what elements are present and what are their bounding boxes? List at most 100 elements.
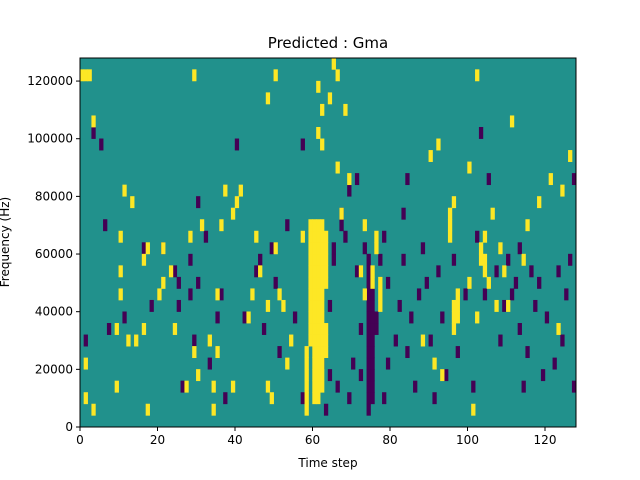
heatmap-cell-high	[451, 323, 457, 335]
heatmap-cell-low	[269, 242, 274, 255]
heatmap-cell-high	[83, 392, 88, 405]
heatmap-cell-low	[374, 323, 379, 335]
heatmap-cell-high	[312, 323, 317, 335]
x-axis-ticks: 0 20 40 60 80 100 120	[76, 427, 556, 447]
heatmap-cell-low	[366, 288, 371, 301]
heatmap-cell-high	[304, 403, 309, 416]
heatmap-cell-low	[401, 207, 406, 220]
heatmap-cell-low	[517, 242, 522, 255]
heatmap-cell-high	[478, 253, 484, 266]
heatmap-cell-high	[323, 334, 329, 347]
heatmap-cell-high	[378, 276, 383, 289]
heatmap-cell-high	[316, 380, 321, 393]
heatmap-cell-low	[327, 369, 333, 382]
heatmap-cell-high	[447, 230, 453, 243]
heatmap-cell-low	[300, 392, 305, 405]
heatmap-cell-low	[374, 311, 379, 324]
heatmap-cell-high	[316, 253, 321, 266]
heatmap-cell-high	[494, 299, 499, 312]
heatmap-cell-high	[312, 288, 317, 301]
heatmap-cell-high	[320, 380, 325, 393]
heatmap-cell-high	[323, 242, 329, 255]
heatmap-cell-high	[320, 242, 325, 255]
heatmap-cell-high	[316, 334, 321, 347]
heatmap-cell-high	[312, 253, 317, 266]
heatmap-cell-high	[331, 57, 336, 70]
heatmap-cell-high	[118, 230, 123, 243]
heatmap-cell-low	[188, 253, 193, 266]
heatmap-cell-low	[370, 323, 375, 335]
heatmap-cell-low	[203, 230, 209, 243]
heatmap-cell-high	[451, 196, 457, 209]
heatmap-cell-high	[316, 276, 321, 289]
heatmap-cell-high	[308, 265, 313, 278]
heatmap-cell-low	[366, 369, 371, 382]
heatmap-cell-low	[366, 403, 371, 416]
heatmap-cell-high	[312, 242, 317, 255]
heatmap-cell-high	[490, 207, 495, 220]
heatmap-cell-high	[258, 265, 263, 278]
heatmap-cell-high	[230, 380, 236, 393]
heatmap-cell-low	[533, 299, 538, 312]
heatmap-cell-high	[312, 265, 317, 278]
heatmap-cell-high	[250, 288, 255, 301]
heatmap-cell-low	[354, 265, 360, 278]
heatmap-cell-low	[343, 230, 348, 243]
y-tick-label: 120000	[27, 74, 73, 88]
x-tick-label: 20	[150, 433, 165, 447]
heatmap-cell-high	[320, 219, 325, 232]
heatmap-cell-high	[196, 369, 201, 382]
heatmap-cell-low	[331, 253, 336, 266]
heatmap-cell-low	[444, 369, 449, 382]
heatmap-cell-low	[366, 323, 371, 335]
heatmap-cell-high	[323, 265, 329, 278]
heatmap-cell-low	[420, 242, 426, 255]
heatmap-cell-high	[316, 392, 321, 405]
heatmap-cell-high	[118, 265, 123, 278]
heatmap-cell-high	[126, 334, 131, 347]
heatmap-cell-low	[300, 138, 305, 151]
x-axis-label: Time step	[297, 456, 357, 470]
heatmap-cell-high	[141, 323, 147, 335]
heatmap-cell-high	[265, 380, 271, 393]
heatmap-cell-low	[366, 357, 371, 370]
heatmap-cell-high	[277, 288, 282, 301]
heatmap-cell-low	[560, 334, 565, 347]
heatmap-cell-low	[564, 288, 569, 301]
heatmap-cell-high	[134, 334, 139, 347]
heatmap-cell-low	[370, 357, 375, 370]
heatmap-cell-high	[440, 369, 445, 382]
heatmap-cell-high	[455, 288, 460, 301]
heatmap-cell-low	[486, 173, 491, 186]
heatmap-cell-low	[370, 346, 375, 359]
x-tick-label: 100	[456, 433, 479, 447]
heatmap-cell-high	[273, 242, 278, 255]
heatmap-cell-high	[316, 299, 321, 312]
heatmap-cell-high	[482, 230, 488, 243]
heatmap-cell-high	[447, 219, 453, 232]
heatmap-cell-high	[308, 288, 313, 301]
heatmap-cell-low	[498, 334, 503, 347]
heatmap-cell-high	[316, 346, 321, 359]
heatmap-cell-low	[370, 380, 375, 393]
heatmap-cell-low	[370, 334, 375, 347]
heatmap-cell-high	[114, 380, 119, 393]
heatmap-cell-high	[219, 219, 224, 232]
heatmap-cell-high	[525, 219, 530, 232]
heatmap-cell-low	[525, 346, 530, 359]
heatmap-cell-high	[122, 184, 127, 197]
heatmap-cell-high	[83, 69, 88, 82]
heatmap-cell-high	[320, 138, 325, 151]
heatmap-cell-high	[537, 196, 542, 209]
heatmap-cell-high	[436, 138, 441, 151]
heatmap-cell-low	[428, 334, 433, 347]
heatmap-cell-high	[223, 184, 228, 197]
heatmap-cell-low	[370, 299, 375, 312]
heatmap-cell-high	[471, 403, 476, 416]
heatmap-cell-high	[509, 115, 515, 128]
heatmap-cell-high	[114, 323, 119, 335]
heatmap-cell-low	[571, 173, 577, 186]
heatmap-cell-high	[87, 69, 92, 82]
heatmap-cell-high	[327, 92, 333, 105]
heatmap-cell-high	[172, 323, 178, 335]
